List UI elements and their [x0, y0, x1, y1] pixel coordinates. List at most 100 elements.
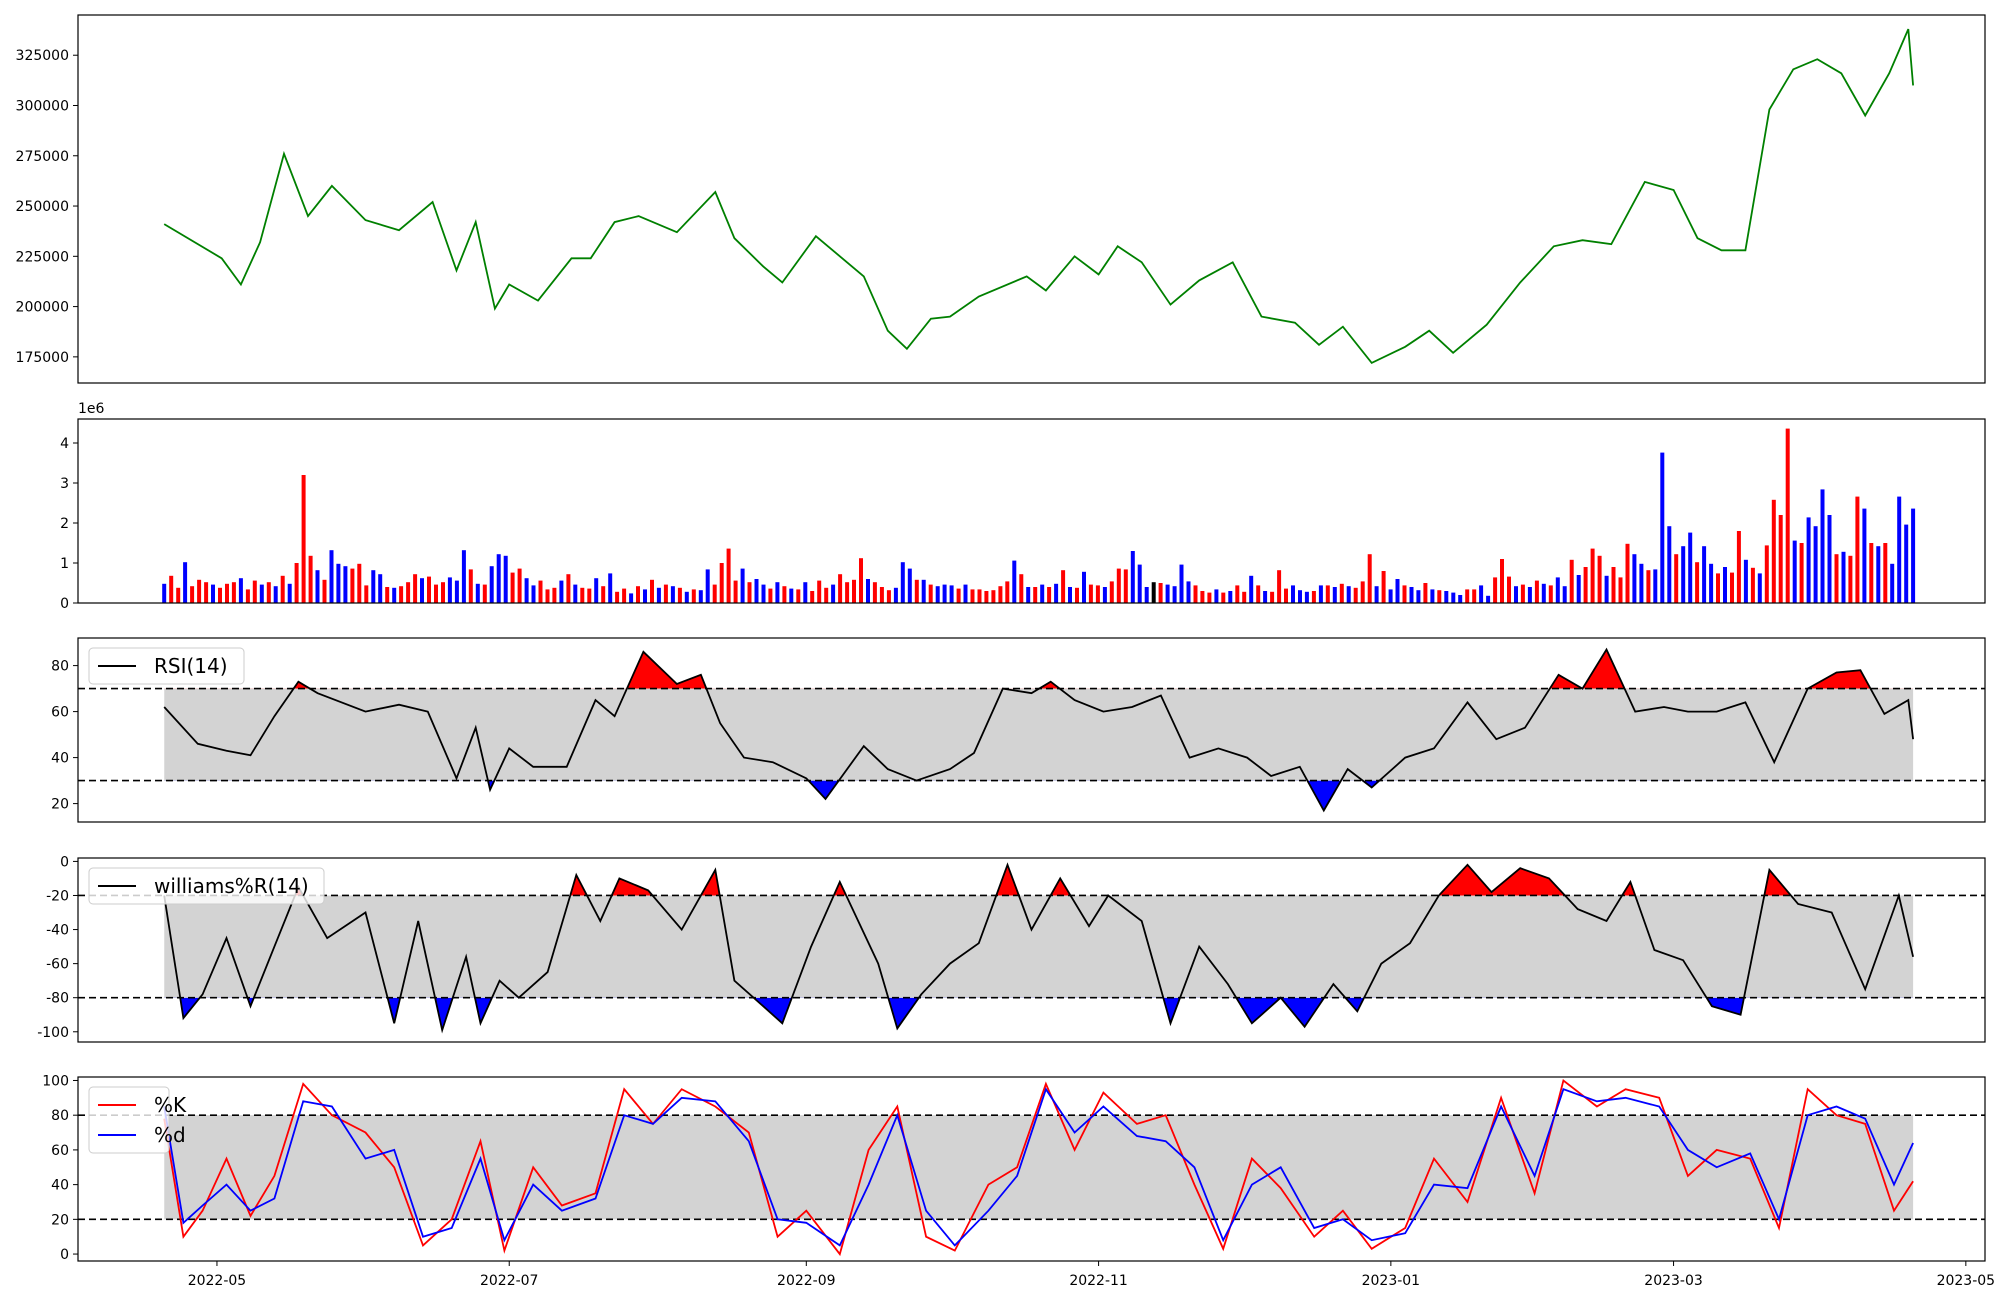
y-tick-label: 0 [60, 1247, 69, 1263]
volume-bar [1813, 526, 1818, 603]
volume-bar [1005, 581, 1010, 603]
volume-bar [991, 590, 996, 603]
volume-bar [677, 587, 682, 603]
volume-bar [698, 590, 703, 603]
volume-bar [1653, 569, 1658, 603]
volume-bar [287, 583, 292, 603]
volume-bar [183, 562, 188, 603]
volume-bar [1381, 571, 1386, 603]
d-line [163, 1087, 1914, 1247]
volume-bar [1207, 592, 1212, 603]
volume-bar [1451, 592, 1456, 603]
x-tick-label: 2022-11 [1069, 1273, 1128, 1289]
volume-bar [1890, 563, 1895, 603]
neutral-band [164, 895, 1914, 998]
y-tick-label: 0 [60, 596, 69, 612]
volume-bar [329, 550, 334, 603]
volume-bar [392, 587, 397, 603]
volume-bar [1883, 543, 1888, 603]
volume-bar [420, 578, 424, 603]
y-tick-label: 3 [60, 476, 69, 492]
volume-bar [1806, 517, 1811, 603]
y-tick-label: 250000 [16, 199, 69, 215]
y-tick-label: 225000 [16, 249, 69, 265]
volume-bar [1270, 591, 1275, 603]
legend-label: %K [154, 1093, 187, 1117]
y-tick-label: 325000 [16, 48, 69, 64]
volume-bar [1618, 577, 1623, 603]
volume-bar [886, 590, 891, 603]
volume-bar [872, 582, 877, 603]
volume-bar [1897, 496, 1902, 603]
volume-bar [1249, 575, 1254, 603]
volume-bar [190, 586, 195, 603]
volume-bar [622, 588, 627, 603]
volume-bar [1862, 508, 1867, 603]
volume-bar [350, 568, 355, 603]
volume-bar [211, 584, 215, 603]
volume-bar [740, 568, 745, 603]
volume-bar [245, 589, 250, 603]
volume-bar [1736, 531, 1741, 603]
volume-bar [1688, 532, 1693, 603]
x-tick-label: 2023-05 [1937, 1273, 1996, 1289]
volume-bar [1527, 587, 1532, 603]
volume-bar [803, 582, 808, 603]
volume-bar [712, 584, 717, 603]
volume-bar [162, 583, 167, 603]
volume-bar [503, 555, 508, 603]
volume-bar [1346, 586, 1351, 603]
volume-bar [608, 573, 613, 603]
volume-bar [378, 574, 383, 603]
volume-bar [1639, 563, 1644, 603]
volume-bar [1848, 555, 1853, 603]
volume-bar [810, 591, 815, 603]
volume-bar [1444, 591, 1449, 603]
volume-bar [1068, 587, 1072, 603]
volume-bar [900, 562, 905, 603]
volume-bar [1033, 587, 1038, 603]
volume-bar [1458, 595, 1463, 603]
volume-bar [1151, 582, 1156, 603]
volume-bar [1082, 571, 1086, 603]
volume-bar [1730, 572, 1734, 603]
volume-bar [1590, 548, 1595, 603]
volume-bar [684, 591, 689, 603]
volume-bar [845, 582, 850, 603]
volume-bar [1360, 581, 1365, 603]
volume-bar [273, 586, 278, 603]
x-tick-label: 2023-01 [1362, 1273, 1421, 1289]
volume-bar [1367, 554, 1372, 603]
volume-bar [1660, 452, 1665, 603]
volume-bar [650, 579, 654, 603]
volume-bar [691, 589, 696, 603]
volume-bar [1318, 585, 1323, 603]
volume-bar [1778, 515, 1783, 603]
volume-bar [1353, 587, 1358, 603]
volume-bar [1869, 543, 1874, 603]
volume-bar [566, 574, 571, 603]
volume-bar [1625, 543, 1630, 603]
volume-bar [942, 584, 947, 603]
y-tick-label: 175000 [16, 350, 69, 366]
volume-bar [1465, 589, 1470, 603]
volume-bar [538, 580, 543, 603]
legend-box [88, 867, 325, 905]
volume-bar [238, 578, 243, 603]
volume-bar [1277, 570, 1282, 603]
volume-bar [280, 575, 285, 603]
volume-bar [1646, 570, 1651, 603]
y-tick-label: 20 [51, 1212, 69, 1228]
volume-bar [1339, 583, 1344, 603]
y-tick-label: 40 [51, 1178, 69, 1194]
k-line [163, 1078, 1914, 1257]
volume-bar [496, 554, 501, 603]
volume-bar [364, 585, 369, 603]
volume-bar [1911, 508, 1916, 603]
volume-bar [1116, 568, 1121, 603]
volume-bar [531, 585, 536, 603]
volume-bar [768, 588, 773, 603]
volume-bar [1569, 559, 1574, 603]
volume-bar [1514, 586, 1518, 603]
volume-bar [1228, 591, 1233, 603]
